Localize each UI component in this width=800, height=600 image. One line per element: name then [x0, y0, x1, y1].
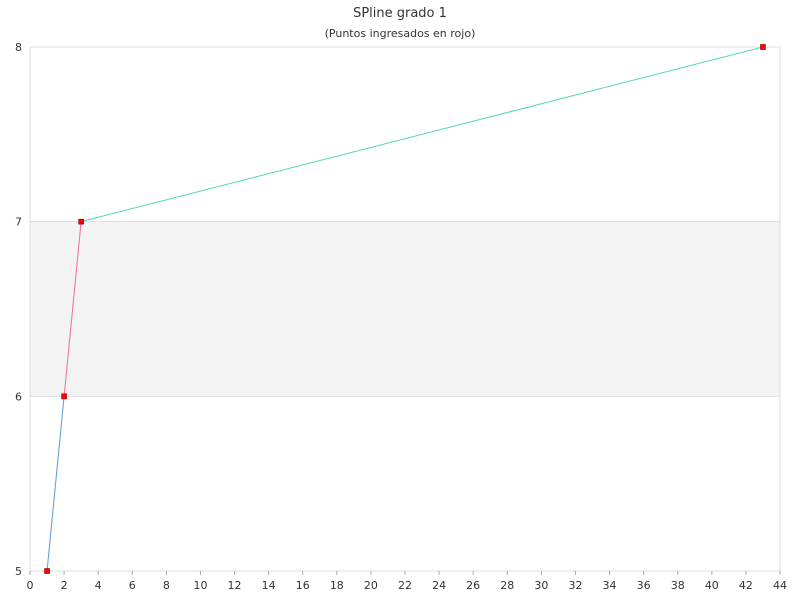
- band-5-6: [30, 396, 780, 571]
- spline-segment-1: [46, 396, 65, 572]
- x-tick-label-18: 18: [330, 579, 344, 592]
- input-points: [44, 44, 766, 574]
- x-tick-label-30: 30: [534, 579, 548, 592]
- x-tick-label-38: 38: [671, 579, 685, 592]
- x-tick-label-24: 24: [432, 579, 446, 592]
- y-tick-label-6: 6: [15, 390, 22, 403]
- input-point-1: [44, 568, 50, 574]
- spline-segment-3: [81, 46, 764, 223]
- input-point-3: [78, 218, 84, 225]
- x-tick-label-2: 2: [61, 579, 68, 592]
- y-tick-label-5: 5: [15, 565, 22, 578]
- x-tick-label-4: 4: [95, 579, 102, 592]
- x-tick-label-14: 14: [262, 579, 276, 592]
- x-tick-label-16: 16: [296, 579, 310, 592]
- chart-title: SPline grado 1: [353, 6, 447, 21]
- band-7-8: [30, 47, 780, 222]
- x-tick-label-36: 36: [637, 579, 651, 592]
- spline-segment-2: [63, 221, 82, 397]
- x-tick-label-12: 12: [228, 579, 242, 592]
- y-axis: 5 6 7 8: [15, 41, 22, 578]
- x-tick-label-0: 0: [27, 579, 34, 592]
- x-tick-label-40: 40: [705, 579, 719, 592]
- x-tick-label-22: 22: [398, 579, 412, 592]
- y-tick-label-7: 7: [15, 216, 22, 229]
- band-6-7: [30, 221, 780, 397]
- x-tick-label-28: 28: [500, 579, 514, 592]
- input-point-2: [61, 393, 67, 400]
- x-tick-label-6: 6: [129, 579, 136, 592]
- x-axis: 0 2 4 6 8 10 12 14 16 18 20 22 24 26 28 30 32 34 36 38 40 42 4…: [27, 571, 787, 592]
- chart-subtitle: (Puntos ingresados en rojo): [325, 27, 476, 40]
- background-bands: [30, 46, 780, 572]
- x-tick-label-32: 32: [568, 579, 582, 592]
- x-tick-label-20: 20: [364, 579, 378, 592]
- spline-segments: [46, 46, 764, 572]
- input-point-4: [760, 44, 766, 50]
- y-tick-label-8: 8: [15, 41, 22, 54]
- x-tick-label-8: 8: [163, 579, 170, 592]
- x-tick-label-26: 26: [466, 579, 480, 592]
- x-tick-label-10: 10: [193, 579, 207, 592]
- x-tick-label-44: 44: [773, 579, 787, 592]
- x-tick-label-34: 34: [603, 579, 617, 592]
- x-tick-label-42: 42: [739, 579, 753, 592]
